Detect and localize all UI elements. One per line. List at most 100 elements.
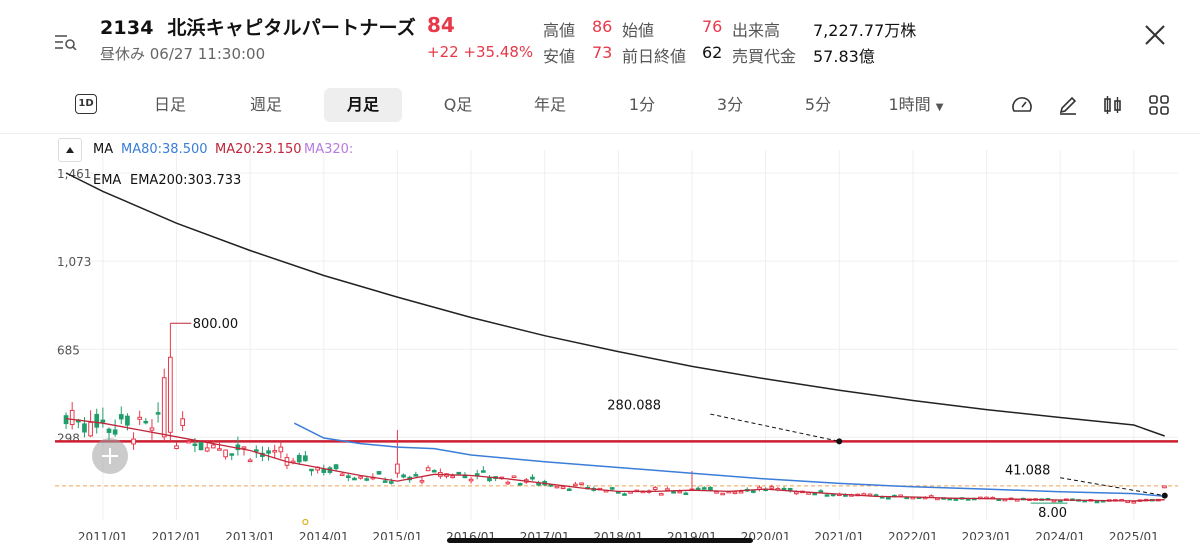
candle-down <box>566 488 572 492</box>
quote-label-prev-close: 前日終値 <box>622 47 687 66</box>
candle-down <box>143 420 149 424</box>
candle-up <box>339 473 345 477</box>
grid-icon[interactable] <box>1148 94 1170 116</box>
candle-down <box>886 497 891 500</box>
floating-button[interactable] <box>92 438 128 474</box>
stock-name: 北浜キャピタルパートナーズ <box>167 17 416 39</box>
candle-up <box>793 491 799 495</box>
y-tick-label: 685 <box>57 343 80 357</box>
annotation-point <box>1161 492 1168 499</box>
tab-monthly[interactable]: 月足 <box>324 88 402 122</box>
candle-down <box>125 415 130 426</box>
candle-down <box>364 478 370 481</box>
candle-up <box>554 485 560 489</box>
annotation-high-label: 800.00 <box>193 317 239 332</box>
candle-down <box>401 474 406 478</box>
x-tick-label: 2018/01 <box>593 530 643 540</box>
quote-label-volume: 出来高 <box>732 21 781 40</box>
tab-5min[interactable]: 5分 <box>804 95 832 114</box>
annotation-low-label: 8.00 <box>1038 506 1067 521</box>
x-tick-label: 2011/01 <box>78 530 128 540</box>
tab-3min[interactable]: 3分 <box>716 95 744 114</box>
x-tick-label: 2016/01 <box>446 530 496 540</box>
quote-value-prev-close: 62 <box>702 43 723 62</box>
candle-up <box>358 476 363 479</box>
candle-up <box>131 438 136 445</box>
candle-up <box>560 486 566 489</box>
candle-down <box>266 450 271 454</box>
candle-up <box>241 446 247 449</box>
candle-down <box>622 493 627 496</box>
annotation-leader <box>710 413 840 442</box>
price-change: +22 +35.48% <box>427 43 534 61</box>
period-tab-bar: 1D 日足 週足 月足 Q足 年足 1分 3分 5分 1時間 ▼ <box>0 88 1200 124</box>
candle-up <box>738 491 744 494</box>
candle-down <box>296 454 302 463</box>
quote-label-low: 安値 <box>543 47 576 66</box>
candle-down <box>695 487 701 491</box>
candle-up <box>652 487 658 491</box>
tab-1min[interactable]: 1分 <box>628 95 656 114</box>
candle-down <box>382 480 388 483</box>
close-icon[interactable] <box>1144 24 1166 46</box>
candle-down <box>487 477 492 482</box>
candle-up <box>223 449 228 458</box>
candle-icon[interactable] <box>1102 94 1124 116</box>
x-tick-label: 2024/01 <box>1035 530 1085 540</box>
tab-1d[interactable]: 1D <box>75 94 97 114</box>
y-tick-label: 1,073 <box>57 255 91 269</box>
candle-up <box>137 416 143 420</box>
annotation-leader <box>1060 477 1165 497</box>
plus-icon <box>102 448 118 464</box>
candle-down <box>517 483 523 486</box>
ma80-legend: MA80:38.500 <box>121 142 208 157</box>
x-tick-label: 2019/01 <box>667 530 717 540</box>
candle-up <box>174 445 179 450</box>
pen-icon[interactable] <box>1057 94 1079 116</box>
candle-up <box>732 491 738 495</box>
candle-down <box>751 490 756 493</box>
quote-label-open: 始値 <box>622 21 655 40</box>
tab-yearly[interactable]: 年足 <box>533 95 566 114</box>
candle-up <box>395 463 400 474</box>
x-tick-label: 2015/01 <box>372 530 422 540</box>
candle-up <box>714 491 719 494</box>
candle-up <box>511 475 517 479</box>
candle-up <box>180 418 185 426</box>
annotation-ema-label: 280.088 <box>607 399 661 414</box>
legend-toggle-button[interactable] <box>58 138 82 162</box>
candle-down <box>671 491 676 494</box>
annotation-last-label: 41.088 <box>1005 463 1050 478</box>
candle-down <box>683 492 689 496</box>
candle-up <box>186 440 192 444</box>
quote-value-low: 73 <box>592 43 613 62</box>
candle-down <box>413 474 419 477</box>
candle-up <box>419 480 425 483</box>
x-tick-label: 2017/01 <box>520 530 570 540</box>
candle-up <box>1131 501 1137 504</box>
tab-1hour-label: 1時間 <box>888 95 931 114</box>
candle-up <box>69 409 75 425</box>
price-chart[interactable]: 1,461 1,073 685 298 2011/01 2012/01 2013/01 201… <box>0 130 1200 540</box>
candle-up <box>272 450 278 453</box>
candle-down <box>953 498 959 501</box>
candle-up <box>450 475 455 479</box>
quote-label-high: 高値 <box>543 21 576 40</box>
x-tick-label: 2023/01 <box>962 530 1012 540</box>
candle-down <box>701 487 707 490</box>
candle-up <box>677 490 683 494</box>
candle-up <box>769 486 775 489</box>
menu-search-icon[interactable] <box>55 34 77 50</box>
tab-quarterly[interactable]: Q足 <box>443 95 473 114</box>
tab-1hour[interactable]: 1時間 ▼ <box>886 88 946 122</box>
tab-daily[interactable]: 日足 <box>153 95 186 114</box>
x-tick-label: 2013/01 <box>225 530 275 540</box>
gauge-icon[interactable] <box>1011 94 1033 116</box>
candle-down <box>303 455 308 462</box>
tab-weekly[interactable]: 週足 <box>249 95 282 114</box>
candle-down <box>253 449 259 452</box>
ema200-line <box>65 172 1165 437</box>
candle-down <box>376 471 382 475</box>
candle-down <box>530 476 535 480</box>
candle-down <box>824 494 830 497</box>
